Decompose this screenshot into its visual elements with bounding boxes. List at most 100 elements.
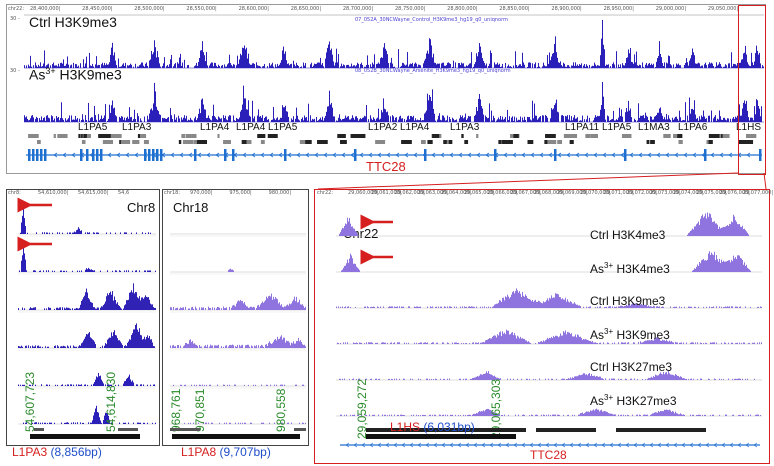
signal-bar [280, 384, 281, 386]
signal-bar [618, 378, 619, 380]
signal-bar [237, 118, 238, 122]
signal-bar [228, 63, 229, 68]
signal-bar [317, 120, 318, 122]
signal-bar [663, 119, 664, 122]
signal-bar [582, 339, 583, 344]
signal-bar [512, 332, 513, 344]
signal-bar [596, 376, 597, 380]
signal-bar [728, 342, 729, 344]
signal-bar [408, 342, 409, 344]
signal-bar [104, 115, 105, 122]
signal-bar [564, 299, 565, 308]
signal-bar [147, 422, 148, 424]
signal-bar [358, 378, 359, 380]
signal-bar [605, 119, 606, 122]
signal-bar [118, 58, 119, 68]
zoom-box [738, 5, 766, 175]
signal-bar [737, 342, 738, 344]
signal-bar [98, 412, 99, 424]
signal-bar [135, 270, 136, 272]
signal-bar [485, 409, 486, 416]
signal-bar [403, 414, 404, 416]
signal-bar [740, 226, 741, 236]
signal-bar [449, 378, 450, 380]
signal-bar [92, 63, 93, 68]
signal-bar [661, 113, 662, 122]
signal-bar [695, 63, 696, 68]
signal-bar [399, 342, 400, 344]
signal-bar [63, 119, 64, 122]
signal-bar [209, 307, 210, 310]
signal-bar [651, 376, 652, 380]
signal-bar [709, 213, 710, 236]
signal-bar [748, 64, 749, 68]
signal-bar [137, 329, 138, 348]
signal-bar [129, 374, 130, 386]
signal-bar [299, 120, 300, 122]
signal-bar [738, 255, 739, 272]
signal-bar [244, 98, 245, 122]
signal-bar [524, 414, 525, 416]
signal-bar [250, 422, 251, 424]
signal-bar [504, 414, 505, 416]
signal-bar [96, 56, 97, 68]
signal-bar [210, 119, 211, 122]
signal-bar [592, 410, 593, 416]
signal-bar [507, 294, 508, 308]
signal-bar [473, 413, 474, 416]
signal-bar [205, 422, 206, 424]
signal-bar [447, 306, 448, 308]
strand-arrow [629, 152, 634, 158]
signal-bar [58, 116, 59, 122]
signal-bar [367, 55, 368, 68]
signal-bar [338, 306, 339, 308]
signal-bar [649, 306, 650, 308]
signal-bar [561, 115, 562, 122]
signal-bar [560, 61, 561, 68]
signal-bar [163, 118, 164, 122]
signal-bar [444, 65, 445, 68]
signal-bar [346, 65, 347, 68]
signal-bar [734, 216, 735, 236]
signal-bar [221, 65, 222, 68]
signal-bar [679, 65, 680, 68]
repeat-element [569, 140, 574, 144]
signal-bar [600, 342, 601, 344]
signal-bar [147, 297, 148, 310]
signal-bar [51, 115, 52, 122]
signal-bar [732, 66, 733, 68]
signal-bar [352, 379, 353, 380]
strand-arrow [458, 152, 463, 158]
signal-bar [607, 342, 608, 344]
signal-bar [599, 306, 600, 308]
signal-bar [34, 307, 35, 310]
signal-bar [493, 306, 494, 308]
signal-bar [357, 233, 358, 236]
signal-bar [580, 413, 581, 416]
signal-bar [280, 305, 281, 310]
signal-bar [378, 379, 379, 380]
signal-bar [591, 410, 592, 416]
signal-bar [194, 343, 195, 348]
signal-bar [47, 346, 48, 348]
signal-bar [438, 63, 439, 68]
signal-bar [559, 297, 560, 308]
signal-bar [634, 342, 635, 344]
signal-bar [631, 117, 632, 122]
signal-bar [717, 224, 718, 236]
signal-bar [659, 41, 660, 68]
signal-bar [533, 378, 534, 380]
signal-bar [196, 308, 197, 310]
signal-bar [460, 415, 461, 416]
signal-bar [242, 422, 243, 424]
signal-bar [560, 333, 561, 344]
signal-bar [654, 116, 655, 122]
signal-bar [85, 292, 86, 310]
l1-element-label: L1PA5 [268, 122, 298, 133]
signal-bar [131, 381, 132, 386]
strand-arrow [713, 442, 718, 448]
repeat-element [37, 140, 41, 144]
signal-bar [260, 304, 261, 310]
signal-bar [29, 384, 30, 386]
signal-bar [563, 62, 564, 68]
